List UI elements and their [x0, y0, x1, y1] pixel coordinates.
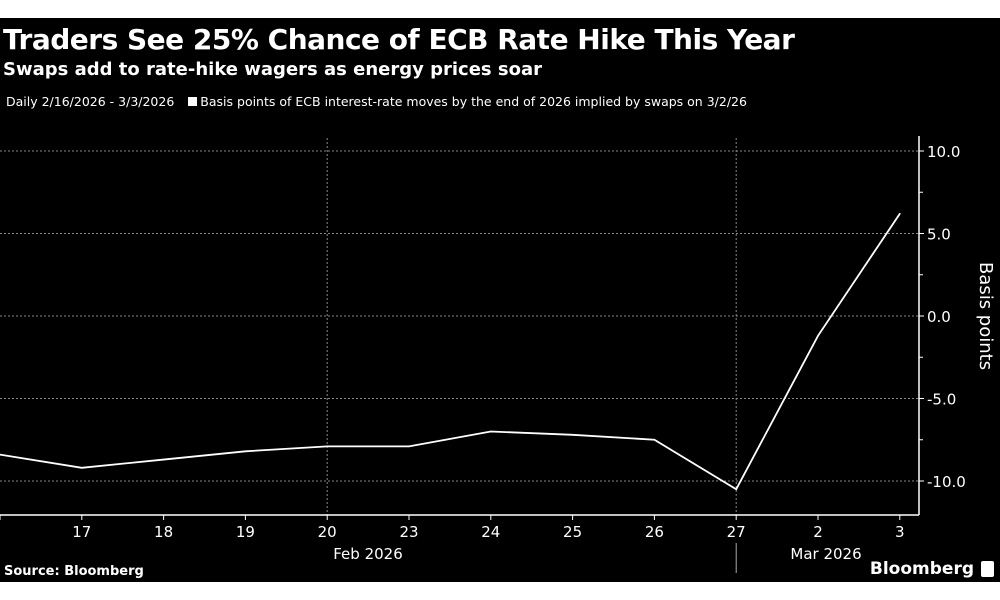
chart-title: Traders See 25% Chance of ECB Rate Hike … — [3, 23, 795, 56]
chart-subtitle: Swaps add to rate-hike wagers as energy … — [3, 59, 543, 80]
data-point — [162, 458, 165, 461]
data-point — [899, 212, 901, 215]
data-point — [244, 450, 247, 453]
x-tick-label: 18 — [154, 523, 173, 541]
month-label-mar: Mar 2026 — [790, 545, 861, 563]
data-point — [408, 445, 410, 448]
line-chart: 10.05.00.0-5.0-10.017 18 19 20 23 24 25 26 27 2 3F… — [0, 136, 996, 573]
x-tick-label: 2 — [813, 523, 823, 541]
x-tick-label: 23 — [399, 523, 418, 541]
bloomberg-icon — [981, 561, 994, 577]
x-tick-label: 17 — [72, 523, 91, 541]
x-tick-label: 20 — [318, 523, 337, 541]
data-point — [653, 438, 656, 441]
x-tick-label: 26 — [645, 523, 664, 541]
data-point — [490, 430, 492, 433]
data-point — [0, 453, 1, 456]
chart-frame: Traders See 25% Chance of ECB Rate Hike … — [0, 18, 1000, 582]
source-label: Source: Bloomberg — [4, 564, 144, 579]
legend-label: Basis points of ECB interest-rate moves … — [200, 94, 747, 109]
brand-logo: Bloomberg — [869, 559, 974, 579]
series-line — [0, 213, 901, 491]
data-point — [571, 434, 574, 436]
x-tick-label: 19 — [236, 523, 255, 541]
month-label-feb: Feb 2026 — [333, 545, 403, 563]
data-point — [735, 488, 737, 491]
data-point — [817, 335, 819, 337]
x-tick-label: 24 — [481, 523, 500, 541]
legend: Daily 2/16/2026 - 3/3/2026 Basis points … — [6, 94, 747, 109]
x-tick-label: 3 — [895, 523, 905, 541]
y-tick-label: 0.0 — [927, 308, 951, 326]
y-axis-label: Basis points — [975, 262, 996, 370]
data-point — [81, 467, 83, 469]
x-tick-label: 25 — [563, 523, 582, 541]
legend-swatch — [188, 97, 198, 106]
y-tick-label: 5.0 — [927, 226, 951, 244]
x-tick-label: 27 — [727, 523, 746, 541]
y-tick-label: -5.0 — [927, 391, 956, 409]
date-range-label: Daily 2/16/2026 - 3/3/2026 — [6, 94, 175, 109]
y-tick-label: 10.0 — [927, 143, 960, 161]
data-point — [326, 445, 329, 448]
y-tick-label: -10.0 — [927, 473, 966, 491]
